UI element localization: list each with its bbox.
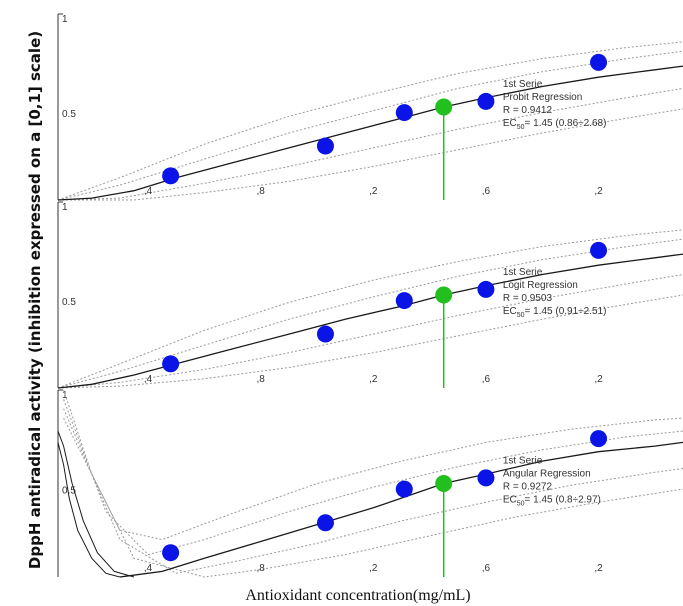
annotation-series: 1st Serie (503, 79, 543, 90)
extra-curve-line (57, 430, 135, 578)
annotation-model: Logit Regression (503, 280, 578, 291)
data-point (316, 325, 334, 343)
y-tick-label: 1 (62, 14, 68, 25)
confidence-band-line (57, 238, 683, 389)
annotation-model: Probit Regression (503, 92, 582, 103)
data-point (590, 241, 608, 259)
ec50-point (435, 475, 453, 492)
y-axis-title: DppH antiradical activity (inhibition ex… (26, 31, 44, 569)
panel-1: 1 0.5 ,4 ,8 ,2 ,6 ,2 1st Serie Probit Regression… (57, 13, 683, 201)
x-tick-label: ,2 (369, 186, 378, 197)
annotation-model: Angular Regression (503, 469, 591, 480)
data-point (477, 92, 495, 110)
x-tick-label: ,2 (369, 563, 378, 574)
x-tick-label: ,6 (482, 374, 491, 385)
extra-curve-line (57, 442, 121, 578)
annotation-ec50: EC50= 1.45 (0.86÷2.68) (503, 118, 607, 131)
annotation-r: R = 0.9503 (503, 293, 553, 304)
confidence-band-line (63, 417, 683, 578)
x-tick-label: ,6 (482, 563, 491, 574)
data-point (477, 469, 495, 487)
regression-curve (57, 65, 683, 201)
regression-curve (57, 253, 683, 389)
confidence-band-line (57, 294, 683, 389)
ec50-point (435, 286, 453, 304)
confidence-band-line (57, 41, 683, 201)
y-tick-label: 0.5 (62, 109, 76, 120)
y-tick-label: 1 (62, 202, 68, 213)
data-point (162, 544, 180, 562)
panel-2: 1 0.5 ,4 ,8 ,2 ,6 ,2 1st Serie Logit Regression R… (57, 201, 683, 389)
x-tick-label: ,2 (369, 374, 378, 385)
confidence-band-line (57, 50, 683, 201)
x-tick-label: ,4 (144, 563, 153, 574)
x-tick-label: ,4 (144, 374, 153, 385)
x-tick-label: ,8 (257, 374, 266, 385)
annotation-ec50: EC50= 1.45 (0.91÷2.51) (503, 306, 607, 319)
regression-curve (119, 441, 683, 578)
x-tick-label: ,2 (594, 563, 603, 574)
x-tick-label: ,6 (482, 186, 491, 197)
annotation-r: R = 0.9412 (503, 105, 553, 116)
y-tick-label: 0.5 (62, 297, 76, 308)
annotation-r: R = 0.9272 (503, 482, 553, 493)
x-axis-title: Antioxidant concentration(mg/mL) (245, 587, 470, 604)
data-point (316, 137, 334, 155)
x-tick-label: ,8 (257, 186, 266, 197)
confidence-band-line (57, 229, 683, 389)
confidence-band-line (63, 389, 683, 541)
ec50-point (435, 98, 453, 116)
data-point (590, 430, 608, 448)
x-tick-label: ,2 (594, 186, 603, 197)
data-point (395, 104, 413, 122)
data-point (395, 292, 413, 310)
data-point (162, 167, 180, 185)
confidence-band-line (57, 87, 683, 201)
confidence-band-line (57, 274, 683, 389)
data-point (477, 280, 495, 298)
x-tick-label: ,4 (144, 186, 153, 197)
data-point (162, 355, 180, 373)
x-tick-label: ,8 (257, 563, 266, 574)
data-point (590, 53, 608, 71)
confidence-band-line (58, 108, 683, 201)
y-tick-label: 0.5 (62, 486, 76, 497)
annotation-series: 1st Serie (503, 456, 543, 467)
data-point (316, 514, 334, 532)
annotation-series: 1st Serie (503, 267, 543, 278)
panels: 1 0.5 ,4 ,8 ,2 ,6 ,2 1st Serie Probit Regression… (57, 13, 683, 578)
x-tick-label: ,2 (594, 374, 603, 385)
annotation-ec50: EC50= 1.45 (0.8÷2.97) (503, 495, 601, 508)
data-point (395, 480, 413, 498)
